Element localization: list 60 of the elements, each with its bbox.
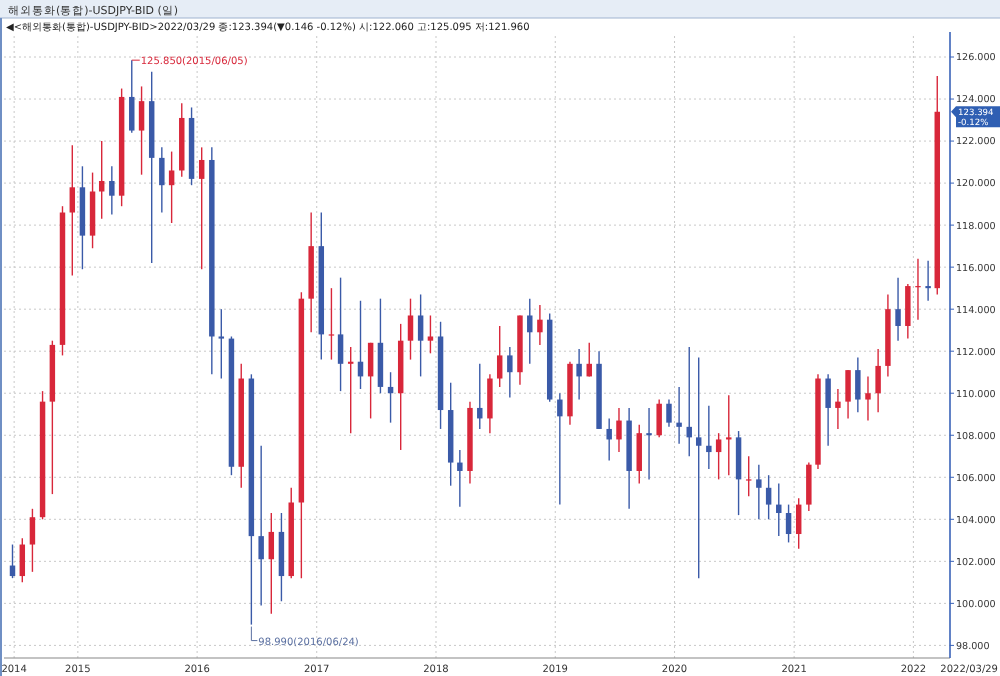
candlestick: [646, 407, 652, 481]
candlestick: [109, 165, 115, 216]
candlestick: [695, 356, 702, 579]
candlestick: [825, 373, 831, 447]
candlestick: [606, 417, 612, 462]
candlestick: [706, 405, 712, 470]
candlestick: [278, 512, 285, 602]
candlestick: [19, 537, 26, 584]
candlestick: [795, 497, 802, 550]
candlestick: [347, 346, 354, 434]
candlestick: [537, 304, 543, 346]
candlestick: [895, 276, 901, 342]
candlestick: [756, 463, 762, 521]
candlestick: [855, 356, 861, 413]
candlestick: [268, 512, 275, 615]
candlestick: [337, 276, 344, 392]
candlestick: [218, 308, 225, 380]
candlestick: [129, 59, 135, 134]
candlestick: [377, 297, 384, 394]
candlestick: [875, 348, 881, 413]
candlestick: [496, 325, 503, 388]
candlestick: [905, 283, 911, 340]
candlestick: [487, 373, 493, 434]
candlestick: [258, 445, 264, 607]
candlestick: [159, 146, 165, 214]
candlestick: [636, 424, 642, 485]
candlestick: [417, 293, 424, 378]
candlestick: [328, 287, 335, 361]
candlestick: [765, 474, 772, 521]
candlestick: [138, 85, 145, 176]
candlestick: [925, 260, 931, 302]
candlestick: [785, 503, 792, 544]
candlestick: [745, 455, 752, 497]
candlestick: [89, 171, 96, 249]
candlestick: [735, 430, 742, 516]
candlestick: [806, 461, 812, 512]
candlestick: [715, 432, 722, 481]
candlestick: [507, 346, 513, 399]
candlestick: [367, 342, 374, 420]
candlestick: [427, 314, 434, 354]
candlestick: [527, 297, 533, 365]
candlestick: [776, 482, 782, 537]
candlestick: [656, 398, 662, 439]
candlestick: [477, 363, 483, 430]
candlestick: [29, 508, 36, 573]
candlestick: [168, 150, 175, 224]
candlestick: [69, 144, 76, 277]
candlestick: [835, 388, 841, 430]
candlestick: [845, 369, 851, 420]
candlestick: [198, 146, 205, 270]
candlestick: [726, 394, 732, 476]
candlestick: [676, 386, 682, 445]
candlestick: [557, 392, 563, 506]
candlestick: [666, 398, 672, 428]
candlestick: [407, 297, 414, 361]
candlestick: [457, 449, 463, 508]
candlestick: [616, 407, 622, 453]
candlestick: [865, 375, 871, 422]
candlestick: [576, 348, 582, 401]
candlestick: [98, 140, 105, 220]
